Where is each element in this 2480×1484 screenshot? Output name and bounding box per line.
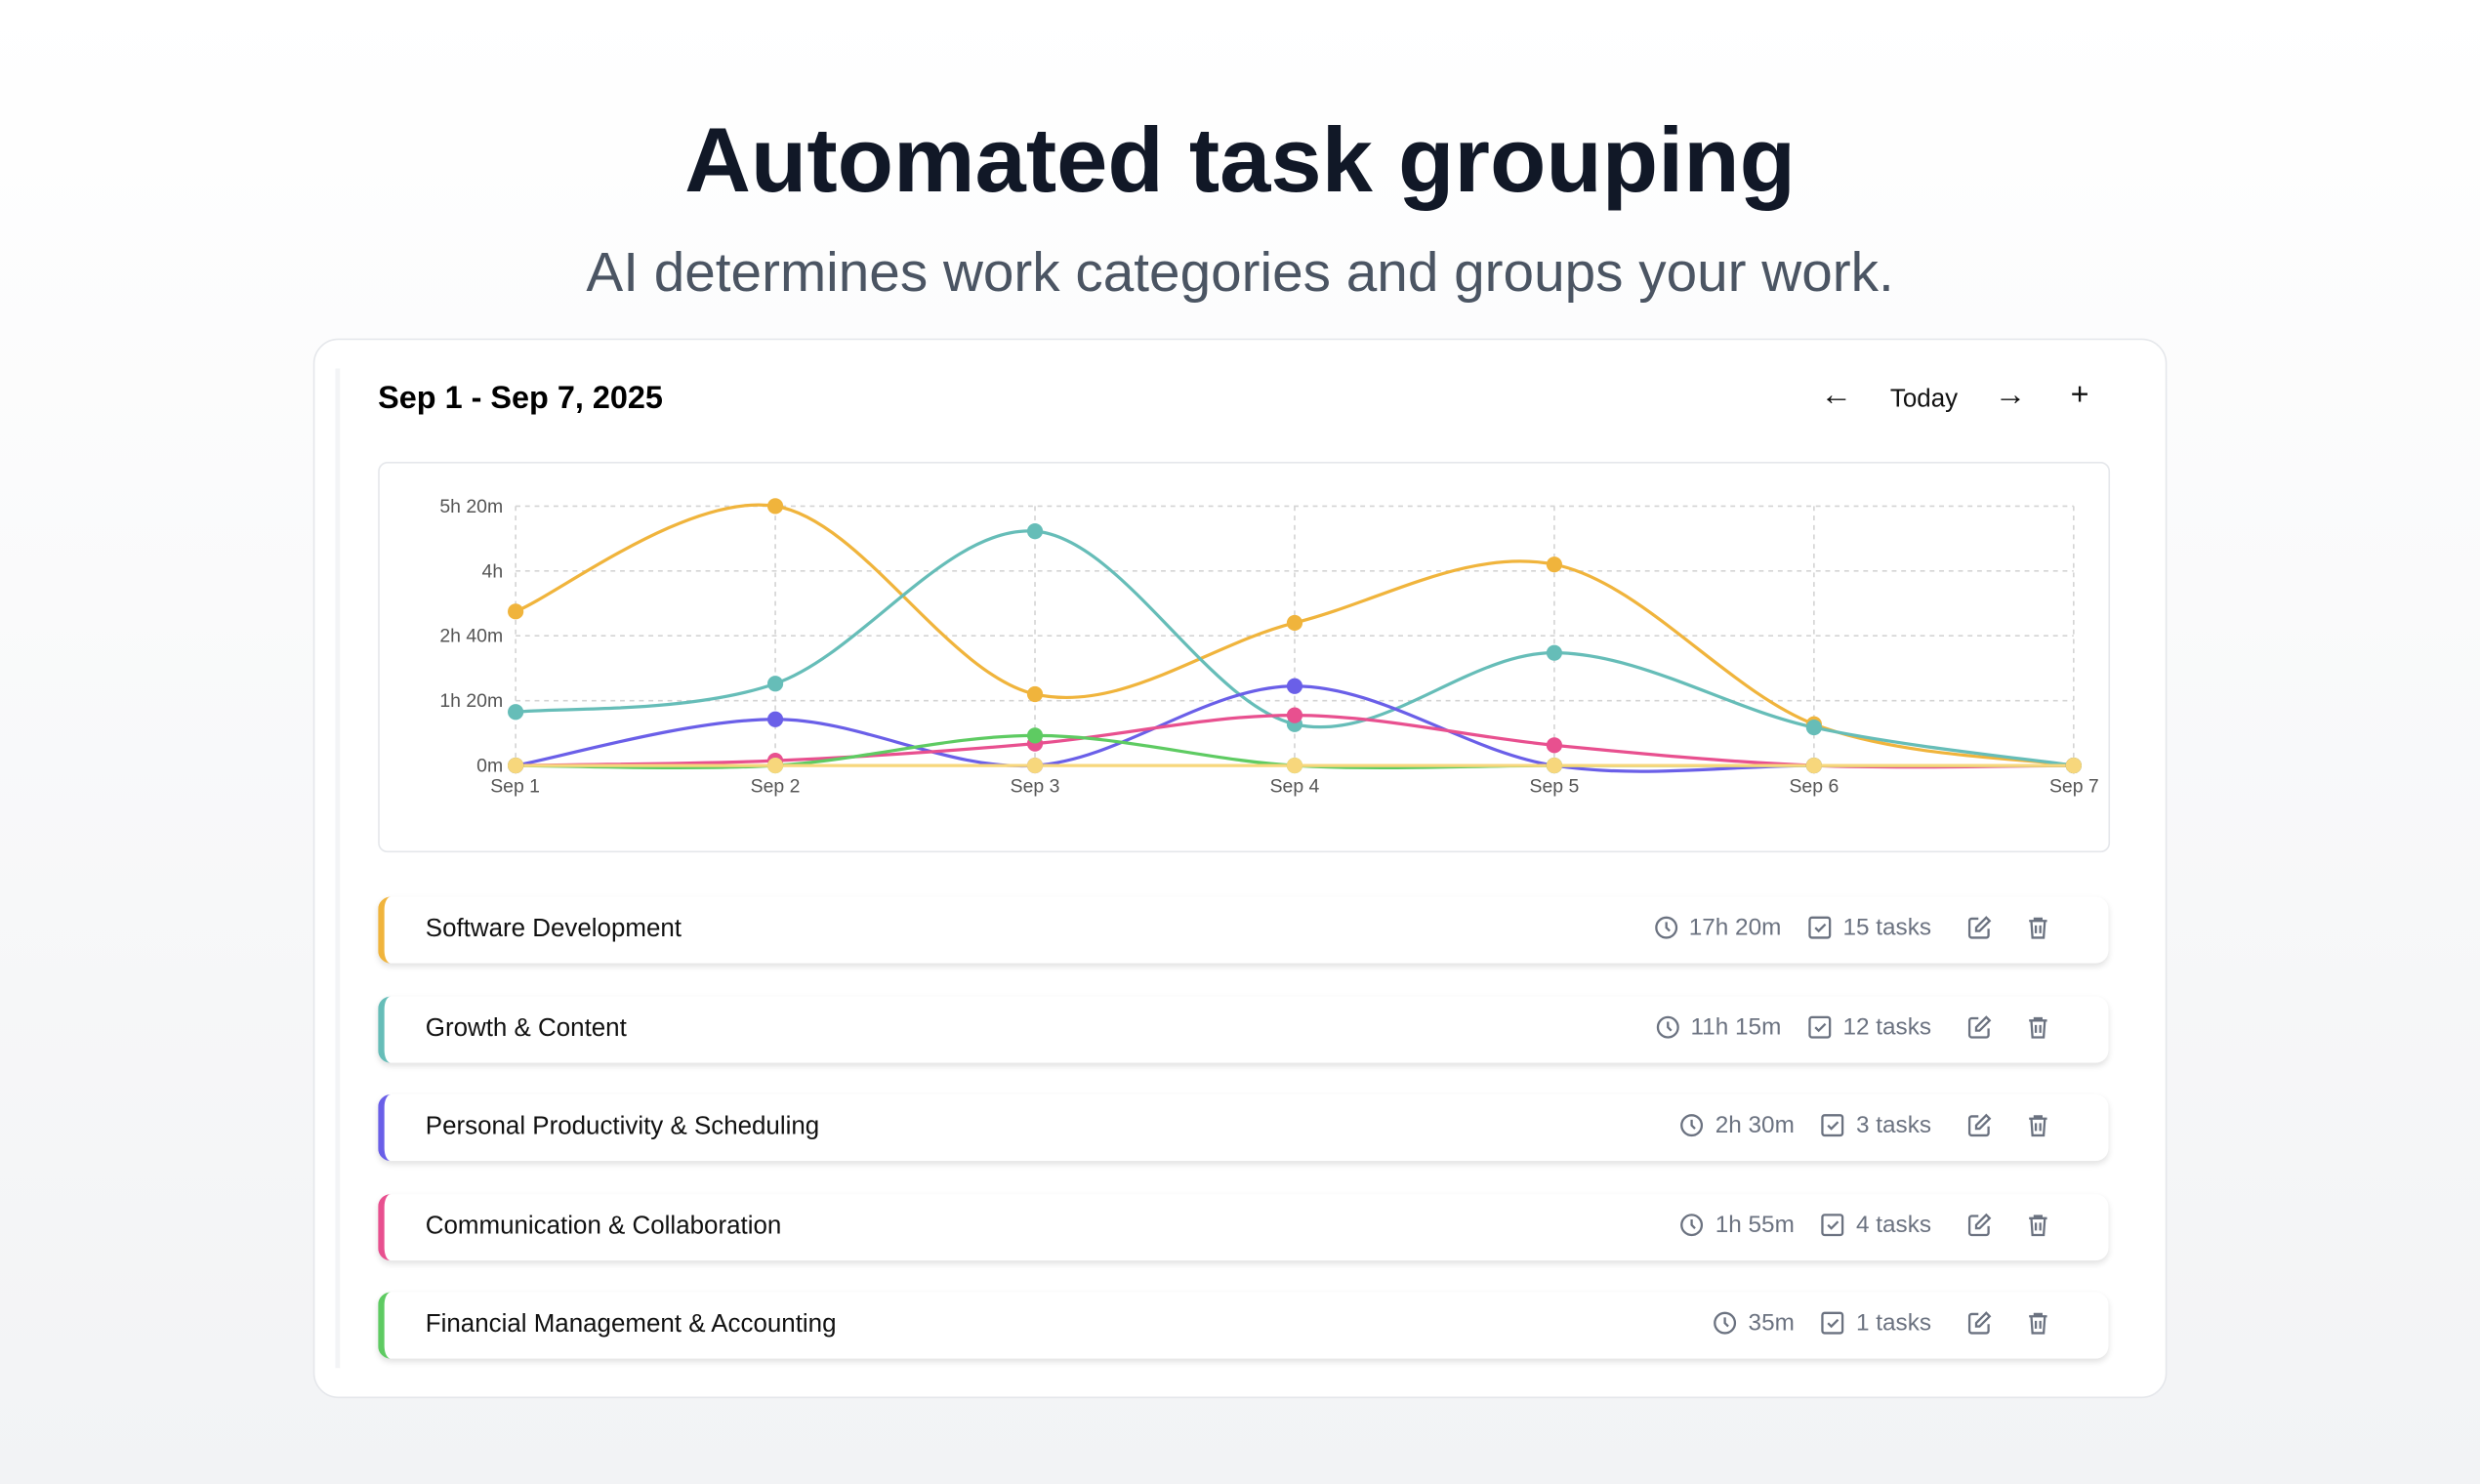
group-name: Software Development bbox=[425, 915, 682, 943]
x-tick-label: Sep 1 bbox=[490, 776, 540, 798]
add-button[interactable]: + bbox=[2070, 378, 2089, 413]
duration: 2h 30m bbox=[1715, 1111, 1795, 1139]
data-point bbox=[2065, 757, 2082, 774]
delete-button[interactable] bbox=[2025, 1309, 2052, 1337]
group-row[interactable]: Software Development 17h 20m 15 tasks bbox=[378, 896, 2109, 964]
y-tick-label: 1h 20m bbox=[439, 690, 503, 712]
data-point bbox=[1805, 757, 1822, 774]
edit-button[interactable] bbox=[1966, 1309, 1994, 1337]
duration: 11h 15m bbox=[1690, 1012, 1782, 1041]
delete-button[interactable] bbox=[2025, 1013, 2052, 1041]
delete-button[interactable] bbox=[2025, 914, 2052, 941]
x-tick-label: Sep 7 bbox=[2049, 776, 2099, 798]
edit-button[interactable] bbox=[1966, 914, 1994, 941]
clock-icon bbox=[1714, 1311, 1737, 1335]
edit-button[interactable] bbox=[1966, 1112, 1994, 1139]
data-point bbox=[766, 676, 784, 692]
duration: 17h 20m bbox=[1688, 914, 1782, 941]
date-range: Sep 1 - Sep 7, 2025 bbox=[378, 381, 663, 417]
prev-button[interactable]: ← bbox=[1820, 378, 1853, 413]
group-meta: 17h 20m 15 tasks bbox=[1652, 914, 2051, 941]
clock-icon bbox=[1654, 916, 1677, 939]
data-point bbox=[1546, 644, 1563, 661]
task-count: 4 tasks bbox=[1856, 1211, 1932, 1238]
task-count: 12 tasks bbox=[1842, 1012, 1932, 1041]
subtitle: AI determines work categories and groups… bbox=[586, 241, 1894, 305]
clock-icon bbox=[1680, 1114, 1704, 1137]
data-point bbox=[508, 704, 524, 721]
data-point bbox=[508, 603, 524, 620]
x-tick-label: Sep 5 bbox=[1530, 776, 1580, 798]
data-point bbox=[1546, 737, 1563, 754]
task-count: 3 tasks bbox=[1856, 1111, 1932, 1139]
data-point bbox=[766, 498, 784, 515]
tasks-icon bbox=[1808, 1014, 1832, 1038]
next-button[interactable]: → bbox=[1994, 378, 2027, 413]
y-tick-label: 4h bbox=[482, 560, 504, 582]
group-name: Growth & Content bbox=[425, 1014, 627, 1042]
chart-box: 0m 1h 20m 2h 40m 4h 5h 20m Sep 1 Sep 2 Sep 3 Sep… bbox=[378, 462, 2111, 853]
card: Sep 1 - Sep 7, 2025 ← Today → + 0m 1h 20m… bbox=[312, 338, 2168, 1399]
clock-icon bbox=[1656, 1014, 1679, 1038]
group-name: Financial Management & Accounting bbox=[425, 1310, 837, 1339]
data-point bbox=[1286, 678, 1303, 694]
x-tick-label: Sep 2 bbox=[751, 776, 801, 798]
y-tick-label: 0m bbox=[476, 756, 503, 777]
delete-button[interactable] bbox=[2025, 1211, 2052, 1238]
group-row[interactable]: Communication & Collaboration 1h 55m 4 tas… bbox=[378, 1193, 2109, 1260]
y-tick-label: 5h 20m bbox=[439, 496, 503, 517]
clock-icon bbox=[1680, 1213, 1704, 1236]
data-point bbox=[1026, 727, 1044, 744]
group-meta: 1h 55m 4 tasks bbox=[1679, 1211, 2052, 1238]
group-meta: 11h 15m 12 tasks bbox=[1654, 1012, 2052, 1041]
data-point bbox=[1026, 757, 1044, 774]
group-row[interactable]: Financial Management & Accounting 35m 1 ta… bbox=[378, 1292, 2109, 1359]
data-point bbox=[1286, 614, 1303, 632]
data-point bbox=[1286, 707, 1303, 723]
group-row[interactable]: Growth & Content 11h 15m 12 tasks bbox=[378, 995, 2109, 1062]
y-tick-label: 2h 40m bbox=[439, 626, 503, 647]
tasks-icon bbox=[1822, 1114, 1845, 1137]
tasks-icon bbox=[1822, 1213, 1845, 1236]
data-point bbox=[1286, 757, 1303, 774]
group-meta: 35m 1 tasks bbox=[1712, 1309, 2051, 1337]
data-point bbox=[1546, 556, 1563, 573]
data-point bbox=[1026, 685, 1044, 703]
group-name: Communication & Collaboration bbox=[425, 1212, 782, 1240]
x-tick-label: Sep 4 bbox=[1270, 776, 1320, 798]
edit-button[interactable] bbox=[1966, 1013, 1994, 1041]
data-point bbox=[508, 757, 524, 774]
group-meta: 2h 30m 3 tasks bbox=[1679, 1111, 2052, 1139]
data-point bbox=[1546, 757, 1563, 774]
duration: 1h 55m bbox=[1715, 1211, 1795, 1238]
today-button[interactable]: Today bbox=[1889, 386, 1959, 413]
delete-button[interactable] bbox=[2025, 1112, 2052, 1139]
x-tick-label: Sep 6 bbox=[1789, 776, 1839, 798]
x-tick-label: Sep 3 bbox=[1011, 776, 1060, 798]
tasks-icon bbox=[1822, 1311, 1845, 1335]
data-point bbox=[766, 711, 784, 727]
chart: 0m 1h 20m 2h 40m 4h 5h 20m Sep 1 Sep 2 Sep 3 Sep… bbox=[439, 496, 2099, 798]
tasks-icon bbox=[1808, 916, 1832, 939]
edit-button[interactable] bbox=[1966, 1211, 1994, 1238]
group-name: Personal Productivity & Scheduling bbox=[425, 1113, 820, 1141]
duration: 35m bbox=[1748, 1309, 1795, 1337]
title: Automated task grouping bbox=[684, 108, 1797, 213]
task-count: 15 tasks bbox=[1842, 914, 1932, 941]
data-point bbox=[1805, 719, 1822, 736]
group-row[interactable]: Personal Productivity & Scheduling 2h 30m… bbox=[378, 1094, 2109, 1162]
data-point bbox=[766, 757, 784, 774]
data-point bbox=[1026, 523, 1044, 540]
task-count: 1 tasks bbox=[1856, 1309, 1932, 1337]
